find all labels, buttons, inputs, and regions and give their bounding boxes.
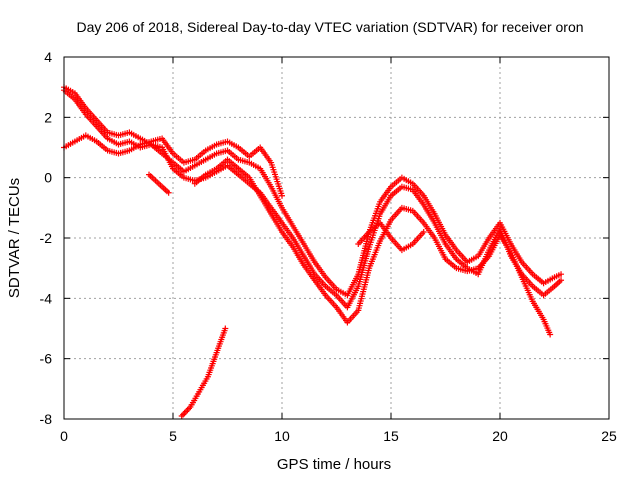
y-tick-label: 4 [44, 49, 52, 65]
x-tick-label: 15 [383, 428, 399, 444]
series-track-5 [355, 219, 427, 254]
y-tick-label: 2 [44, 109, 52, 125]
axis-ticks: 0 5 10 15 20 25 -8 -6 -4 -2 0 2 4 [40, 49, 617, 444]
x-tick-label: 5 [169, 428, 177, 444]
data-point [558, 271, 565, 278]
y-tick-label: -4 [40, 290, 53, 306]
data-point [279, 192, 285, 199]
series-track-7 [178, 325, 229, 419]
data-point [222, 325, 229, 332]
x-tick-label: 25 [601, 428, 617, 444]
y-tick-label: -6 [40, 351, 53, 367]
x-tick-label: 20 [492, 428, 508, 444]
y-tick-label: 0 [44, 170, 52, 186]
data-points [61, 84, 565, 419]
chart-title: Day 206 of 2018, Sidereal Day-to-day VTE… [76, 19, 583, 35]
data-point [420, 228, 427, 235]
series-track-3 [61, 132, 285, 199]
x-tick-label: 10 [274, 428, 290, 444]
series-track-2 [61, 87, 565, 311]
data-point [165, 189, 172, 196]
x-tick-label: 0 [60, 428, 68, 444]
y-tick-label: -8 [40, 411, 53, 427]
grid [64, 57, 609, 419]
data-point [547, 331, 554, 338]
series-track-4 [191, 156, 554, 338]
plot-frame [63, 56, 610, 420]
x-axis-label: GPS time / hours [277, 456, 391, 473]
series-track-6 [146, 171, 172, 196]
data-point [558, 277, 565, 284]
y-axis-label: SDTVAR / TECUs [6, 178, 23, 298]
y-tick-label: -2 [40, 230, 53, 246]
